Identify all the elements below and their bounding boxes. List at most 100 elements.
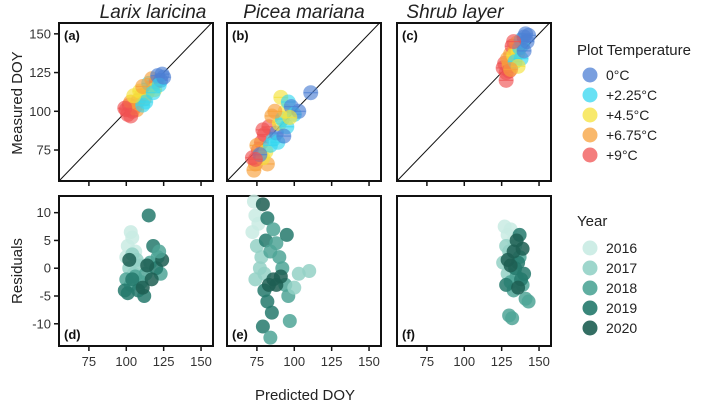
data-point: [156, 69, 172, 85]
residual-point: [245, 225, 260, 240]
residual-point: [122, 252, 137, 267]
residual-point: [287, 280, 302, 295]
residual-point: [291, 266, 306, 281]
legend-label-6-75c: +6.75°C: [606, 127, 657, 143]
x-tick-label: 75: [82, 354, 96, 369]
legend-label-2017: 2017: [606, 260, 637, 276]
y-tick-label: 100: [29, 104, 51, 119]
x-tick-label: 100: [115, 354, 137, 369]
panel-f-residuals-shrub: (f): [396, 195, 552, 347]
residual-point: [258, 233, 273, 248]
panel-c-measured-shrub: (c): [396, 22, 552, 182]
data-point: [267, 103, 283, 119]
residual-point: [260, 211, 275, 226]
residual-point: [302, 264, 317, 278]
data-point: [255, 122, 271, 138]
x-axis-label: Predicted DOY: [255, 387, 355, 404]
y-tick-label: -5: [39, 289, 51, 304]
residual-point: [511, 280, 526, 295]
residual-point: [152, 244, 167, 259]
panel-f-points: [496, 219, 536, 326]
column-title-larix: Larix laricina: [100, 2, 207, 23]
temperature-legend-title: Plot Temperature: [577, 42, 691, 59]
residual-point: [282, 314, 297, 328]
residual-point: [266, 222, 281, 237]
x-tick-label: 150: [190, 354, 212, 369]
panel-b-points: [226, 22, 380, 182]
legend-label-2016: 2016: [606, 240, 637, 256]
residual-point: [272, 250, 287, 265]
legend-swatch-2018: [582, 280, 598, 296]
data-point: [506, 34, 522, 50]
residual-point: [140, 258, 155, 273]
panel-f-label: (f): [402, 327, 415, 342]
residual-point: [248, 272, 263, 287]
residual-point: [279, 227, 294, 242]
legend-label-2-25c: +2.25°C: [606, 87, 657, 103]
data-point: [276, 128, 292, 144]
panel-e-label: (e): [232, 327, 248, 342]
legend-swatch-2-25c: [582, 87, 598, 103]
residual-point: [505, 311, 520, 326]
y-tick-label: 10: [37, 205, 51, 220]
legend-swatch-2017: [582, 260, 598, 276]
x-tick-label: 100: [453, 354, 475, 369]
y-axis-label-residuals: Residuals: [9, 238, 26, 304]
legend-swatch-2016: [582, 240, 598, 256]
residual-point: [517, 266, 532, 281]
residual-point: [125, 272, 140, 287]
legend-label-2020: 2020: [606, 320, 637, 336]
y-axis-label-measured: Measured DOY: [9, 51, 26, 154]
y-tick-label: 5: [44, 233, 51, 248]
data-point: [503, 61, 519, 77]
legend-swatch-2019: [582, 300, 598, 316]
x-tick-label: 150: [528, 354, 550, 369]
year-legend-items: 2016 2017 2018 2019 2020: [582, 240, 637, 336]
column-title-picea: Picea mariana: [243, 2, 364, 23]
x-tick-label: 125: [153, 354, 175, 369]
temperature-legend: Plot Temperature 0°C +2.25°C +4.5°C +6.7…: [577, 42, 691, 163]
residual-point: [125, 230, 140, 245]
legend-label-2018: 2018: [606, 280, 637, 296]
residual-point: [500, 252, 515, 267]
residual-point: [141, 208, 156, 223]
x-tick-label: 125: [491, 354, 513, 369]
legend-label-2019: 2019: [606, 300, 637, 316]
panel-c-points: [396, 22, 550, 182]
panel-b-measured-picea: (b): [226, 22, 382, 182]
x-tick-label: 100: [283, 354, 305, 369]
panel-a-label: (a): [64, 28, 80, 43]
residual-point: [263, 330, 278, 345]
x-tick-label: 75: [250, 354, 264, 369]
legend-swatch-9c: [582, 147, 598, 163]
column-title-shrub: Shrub layer: [406, 2, 504, 23]
data-point: [516, 43, 532, 59]
residual-point: [499, 277, 514, 292]
residual-point: [269, 236, 284, 251]
residual-point: [144, 272, 159, 287]
legend-label-9c: +9°C: [606, 147, 638, 163]
x-tick-label: 75: [420, 354, 434, 369]
year-legend: Year 2016 2017 2018 2019 2020: [577, 213, 637, 336]
residual-point: [261, 277, 276, 292]
residual-point: [521, 294, 536, 309]
panel-d-points: [117, 208, 170, 303]
y-tick-label: 150: [29, 26, 51, 41]
data-point: [521, 27, 537, 43]
data-point: [303, 85, 319, 101]
y-tick-label: 0: [44, 261, 51, 276]
data-point: [123, 108, 139, 124]
legend-label-4-5c: +4.5°C: [606, 107, 649, 123]
x-tick-label: 125: [321, 354, 343, 369]
panel-c-label: (c): [402, 28, 418, 43]
panel-a-points: [58, 22, 212, 182]
panel-d-residuals-larix: (d): [58, 195, 214, 347]
legend-swatch-0c: [582, 67, 598, 83]
data-point: [126, 88, 142, 104]
panel-d-label: (d): [64, 327, 81, 342]
year-legend-title: Year: [577, 213, 607, 230]
legend-swatch-6-75c: [582, 127, 598, 143]
residual-point: [260, 294, 275, 309]
data-point: [145, 85, 161, 101]
